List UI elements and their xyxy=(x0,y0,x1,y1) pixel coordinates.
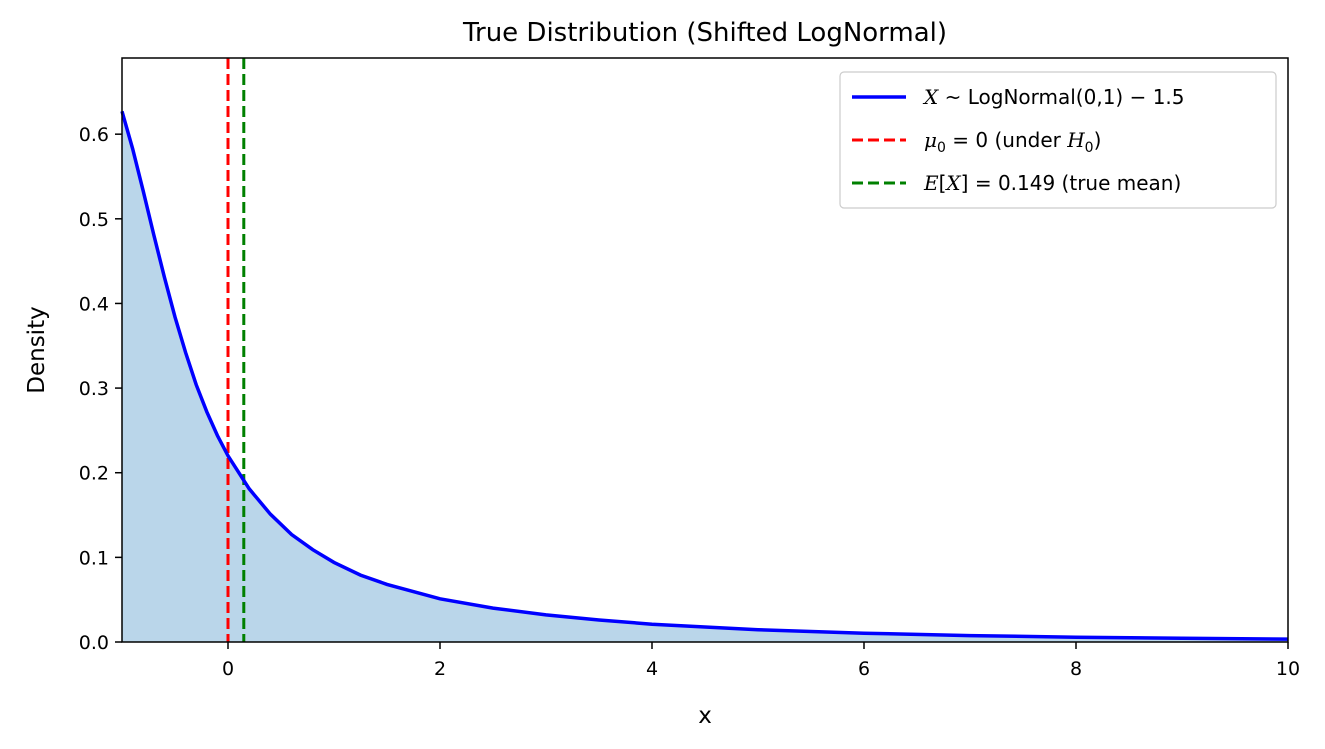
y-axis-ticks: 0.0 0.1 0.2 0.3 0.4 0.5 0.6 xyxy=(79,124,122,654)
y-tick-label: 0.2 xyxy=(79,463,109,485)
y-tick-label: 0.5 xyxy=(79,209,109,231)
y-tick-label: 0.6 xyxy=(79,124,109,146)
y-tick-label: 0.0 xyxy=(79,632,109,654)
x-tick-label: 2 xyxy=(434,658,446,680)
legend-entry-pdf: X ~ LogNormal(0,1) − 1.5 xyxy=(922,85,1185,109)
pdf-series-line xyxy=(120,110,1289,641)
legend-entry-mu0: μ0 = 0 (under H0) xyxy=(924,128,1101,156)
plot-area xyxy=(120,58,1289,643)
y-tick-label: 0.3 xyxy=(79,378,109,400)
legend-entry-mean: E[X] = 0.149 (true mean) xyxy=(923,171,1181,195)
axes-frame xyxy=(121,57,1289,643)
x-tick-label: 8 xyxy=(1070,658,1082,680)
legend: X ~ LogNormal(0,1) − 1.5 μ0 = 0 (under H… xyxy=(839,71,1277,209)
x-axis-ticks: 0 2 4 6 8 10 xyxy=(222,642,1300,680)
x-tick-label: 0 xyxy=(222,658,234,680)
chart-title: True Distribution (Shifted LogNormal) xyxy=(462,18,947,48)
pdf-fill-area xyxy=(122,111,1288,643)
x-axis-label: x xyxy=(698,703,712,729)
legend-box xyxy=(839,71,1277,209)
y-tick-label: 0.1 xyxy=(79,547,109,569)
x-tick-label: 4 xyxy=(646,658,658,680)
x-tick-label: 10 xyxy=(1276,658,1300,680)
y-axis-label: Density xyxy=(24,306,50,393)
y-tick-label: 0.4 xyxy=(79,293,109,315)
x-tick-label: 6 xyxy=(858,658,870,680)
